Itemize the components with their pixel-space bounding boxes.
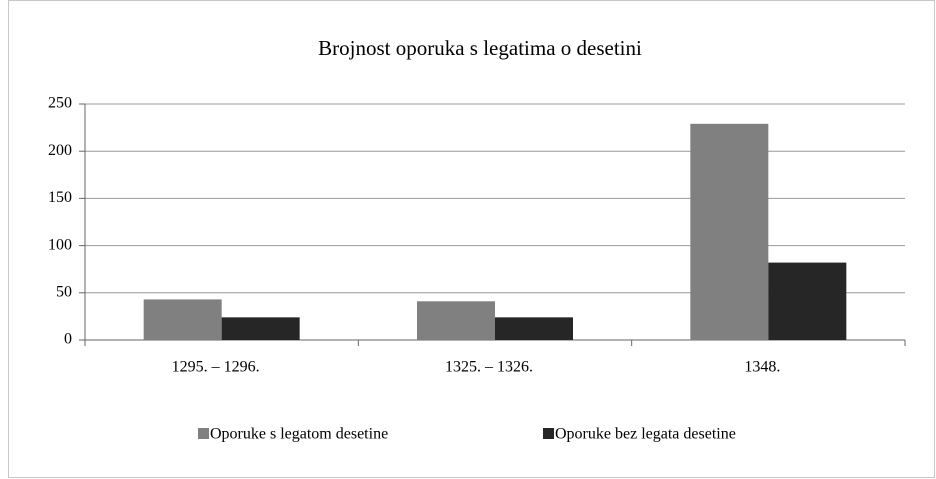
legend-swatch (543, 428, 554, 439)
y-tick-label: 200 (48, 142, 72, 159)
y-tick-label: 0 (64, 331, 72, 348)
bar (221, 317, 300, 340)
y-tick-label: 100 (48, 236, 72, 253)
legend-swatch (198, 428, 209, 439)
x-tick-label: 1325. – 1326. (445, 359, 533, 376)
y-tick-label: 50 (56, 283, 72, 300)
bar (690, 123, 769, 340)
bar (495, 317, 573, 340)
x-tick-label: 1295. – 1296. (172, 359, 260, 376)
legend-label: Oporuke bez legata desetine (555, 426, 736, 443)
x-tick-label: 1348. (744, 359, 780, 376)
bar (143, 299, 222, 340)
y-tick-label: 150 (48, 189, 72, 206)
y-tick-label: 250 (48, 95, 72, 112)
chart-frame (8, 0, 935, 478)
bar (768, 262, 847, 340)
bar (417, 301, 495, 340)
legend-label: Oporuke s legatom desetine (210, 426, 388, 443)
chart-title: Brojnost oporuka s legatima o desetini (318, 36, 642, 60)
